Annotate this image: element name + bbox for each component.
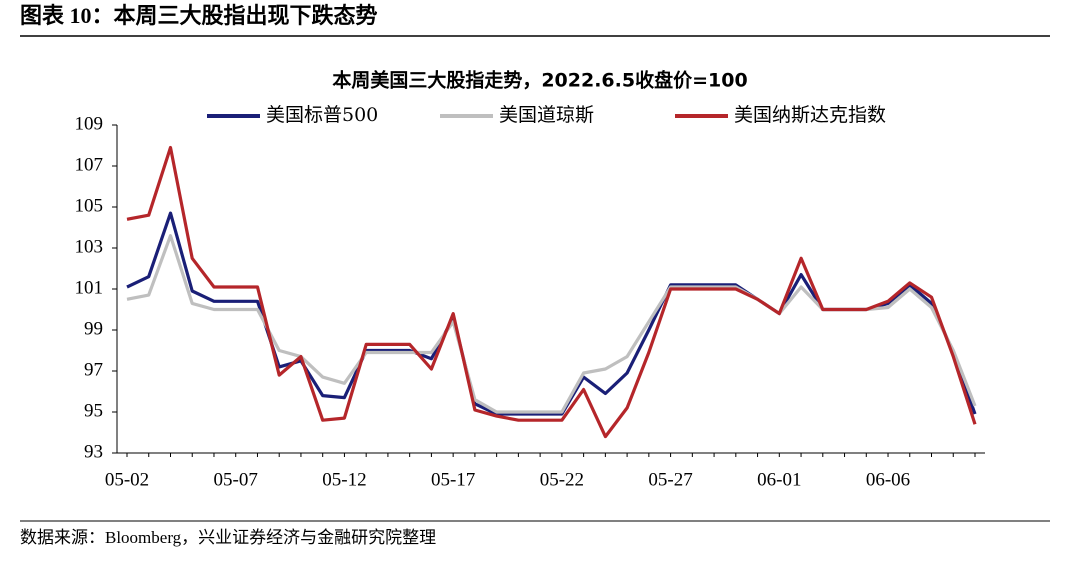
- legend-label: 美国纳斯达克指数: [734, 104, 886, 126]
- x-tick-label: 05-02: [105, 469, 149, 490]
- header-title: 图表 10：本周三大股指出现下跌态势: [20, 3, 378, 28]
- y-tick-label: 101: [75, 277, 104, 298]
- legend-label: 美国标普500: [266, 104, 378, 126]
- series-line: [126, 234, 977, 414]
- x-tick-label: 05-22: [540, 469, 584, 490]
- y-tick-label: 103: [75, 236, 104, 257]
- x-tick-label: 05-17: [431, 469, 475, 490]
- y-tick-label: 105: [75, 195, 104, 216]
- series-line: [126, 211, 977, 416]
- x-tick-label: 05-12: [322, 469, 366, 490]
- y-tick-label: 107: [75, 154, 104, 175]
- y-tick-label: 109: [75, 113, 104, 134]
- x-tick-label: 05-27: [648, 469, 692, 490]
- source: 数据来源：Bloomberg，兴业证券经济与金融研究院整理: [20, 528, 436, 547]
- series-line: [126, 145, 977, 439]
- legend-label: 美国道琼斯: [499, 104, 594, 126]
- y-tick-label: 95: [84, 400, 103, 421]
- x-tick-label: 06-06: [866, 469, 910, 490]
- x-tick-label: 05-07: [214, 469, 258, 490]
- chart-title: 本周美国三大股指走势，2022.6.5收盘价=100: [332, 69, 747, 92]
- x-tick-label: 06-01: [757, 469, 801, 490]
- y-tick-label: 97: [84, 359, 103, 380]
- y-tick-label: 99: [84, 318, 103, 339]
- y-tick-label: 93: [84, 441, 103, 462]
